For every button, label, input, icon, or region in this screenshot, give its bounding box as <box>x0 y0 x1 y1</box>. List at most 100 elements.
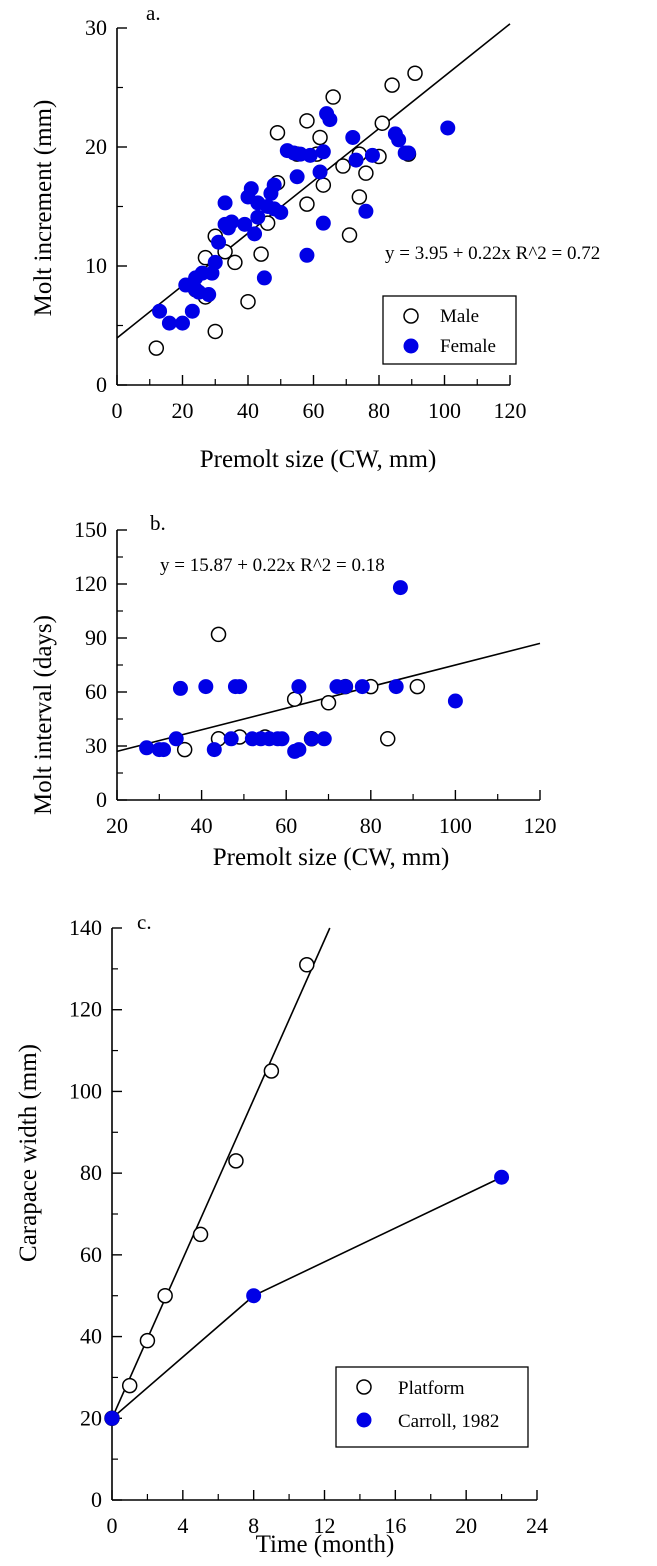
panel-c-platform-point <box>299 957 315 973</box>
panel-a-x-tick-label: 80 <box>368 398 390 423</box>
panel-b-x-axis-title: Premolt size (CW, mm) <box>213 844 450 871</box>
panel-a-male-point <box>407 65 423 81</box>
legend-carroll-marker <box>356 1412 372 1428</box>
panel-b-female-point <box>337 679 353 695</box>
panel-c-legend: Platform Carroll, 1982 <box>335 1366 529 1448</box>
panel-b-male-point <box>320 695 337 711</box>
panel-b-female-point <box>291 679 307 695</box>
panel-b-x-tick-label: 100 <box>439 813 472 838</box>
panel-b-female-point <box>304 731 320 747</box>
panel-b-male-point <box>379 731 396 747</box>
panel-a-female-point <box>315 215 331 231</box>
panel-a-female-point <box>364 147 380 163</box>
legend-female-marker <box>403 338 419 354</box>
panel-c-y-tick-label: 0 <box>91 1487 102 1512</box>
panel-b-female-point <box>172 680 188 696</box>
legend-male-label: Male <box>440 306 479 327</box>
panel-a-female-point <box>400 145 416 161</box>
panel-b-female-point <box>198 679 214 695</box>
panel-b-female-point <box>388 679 404 695</box>
panel-a-male-point <box>315 177 332 193</box>
panel-b-x-tick-label: 20 <box>106 813 128 838</box>
panel-c-y-tick-label: 80 <box>80 1160 102 1185</box>
panel-a-male-point <box>148 340 165 356</box>
panel-c-x-tick-label: 12 <box>314 1513 336 1538</box>
panel-b-y-tick-label: 30 <box>85 733 107 758</box>
panel-b: b. y = 15.87 + 0.22x R^2 = 0.18 Premolt … <box>30 511 557 871</box>
panel-c: c. Time (month) Carapace width (mm) Plat… <box>15 910 548 1558</box>
panel-a-label: a. <box>146 1 161 25</box>
panel-b-equation: y = 15.87 + 0.22x R^2 = 0.18 <box>160 555 385 576</box>
panel-b-female-point <box>206 742 222 758</box>
panel-a-female-point <box>217 195 233 211</box>
panel-a-female-point <box>207 254 223 270</box>
panel-b-female-point <box>316 731 332 747</box>
panel-a-female-point <box>273 204 289 220</box>
panel-b-y-tick-label: 60 <box>85 679 107 704</box>
panel-a-legend-box <box>382 295 517 365</box>
panel-b-female-point <box>223 731 239 747</box>
panel-b-male-point <box>286 691 303 707</box>
legend-female-label: Female <box>440 336 496 357</box>
panel-b-x-tick-label: 40 <box>191 813 213 838</box>
panel-b-male-point <box>176 741 193 758</box>
panel-c-x-tick-label: 8 <box>248 1513 259 1538</box>
panel-a-male-point <box>351 189 368 205</box>
panel-c-x-tick-label: 16 <box>384 1513 406 1538</box>
panel-a-male-point <box>299 113 315 129</box>
panel-a-female-point <box>152 303 168 319</box>
panel-a-female-point <box>256 270 272 286</box>
panel-c-platform-point <box>139 1332 156 1349</box>
panel-a-male-point <box>253 246 269 262</box>
panel-a-male-point <box>269 124 286 141</box>
panel-a-female-point <box>289 169 305 185</box>
panel-a-female-point <box>250 209 266 225</box>
panel-c-y-tick-label: 60 <box>80 1242 102 1267</box>
panel-a-male-point <box>312 129 328 146</box>
panel-c-legend-box <box>335 1366 529 1448</box>
legend-platform-label: Platform <box>398 1378 465 1399</box>
panel-b-label: b. <box>150 511 166 535</box>
panel-a-female-point <box>201 287 217 303</box>
panel-b-female-point <box>274 731 290 747</box>
panel-c-y-tick-label: 140 <box>69 915 102 940</box>
panel-a-female-point <box>266 177 282 193</box>
panel-a-female-point <box>243 181 259 197</box>
panel-a-x-tick-label: 20 <box>172 398 194 423</box>
panel-a-male-point <box>227 254 243 271</box>
panel-a-female-point <box>345 129 361 145</box>
panel-c-carroll-1982-point <box>246 1288 262 1304</box>
panel-a-x-tick-label: 40 <box>237 398 259 423</box>
panel-a-x-tick-label: 120 <box>494 398 527 423</box>
panel-c-label: c. <box>137 910 152 934</box>
panel-a-female-point <box>161 315 177 331</box>
panel-c-platform-point <box>263 1063 280 1079</box>
panel-a-equation: y = 3.95 + 0.22x R^2 = 0.72 <box>385 243 600 264</box>
panel-b-female-point <box>291 742 307 758</box>
panel-c-x-tick-label: 4 <box>177 1513 188 1538</box>
panel-b-x-tick-label: 120 <box>524 813 557 838</box>
panel-a-x-tick-label: 60 <box>303 398 325 423</box>
panel-a-fit-line <box>116 23 511 339</box>
panel-c-carroll-1982-point <box>104 1410 120 1426</box>
legend-male-marker <box>403 308 419 324</box>
panel-c-platform-point <box>192 1226 209 1243</box>
panel-a-male-point <box>374 115 391 131</box>
panel-b-x-tick-label: 60 <box>275 813 297 838</box>
panel-a-female-point <box>237 216 253 232</box>
panel-a-y-tick-label: 10 <box>85 253 107 278</box>
panel-a-female-point <box>440 120 456 136</box>
panel-a-legend: Male Female <box>382 295 517 365</box>
panel-a-female-point <box>312 164 328 180</box>
panel-a: a. y = 3.95 + 0.22x R^2 = 0.72 Premolt s… <box>30 1 600 473</box>
panel-b-female-point <box>392 580 408 596</box>
panel-a-female-point <box>211 234 227 250</box>
panel-c-x-tick-label: 24 <box>526 1513 548 1538</box>
panel-c-x-tick-label: 0 <box>107 1513 118 1538</box>
panel-a-x-tick-label: 0 <box>112 398 123 423</box>
panel-a-male-point <box>358 165 374 181</box>
panel-c-platform-point <box>121 1377 138 1394</box>
panel-a-male-point <box>384 77 400 93</box>
panel-a-female-point <box>358 203 374 219</box>
